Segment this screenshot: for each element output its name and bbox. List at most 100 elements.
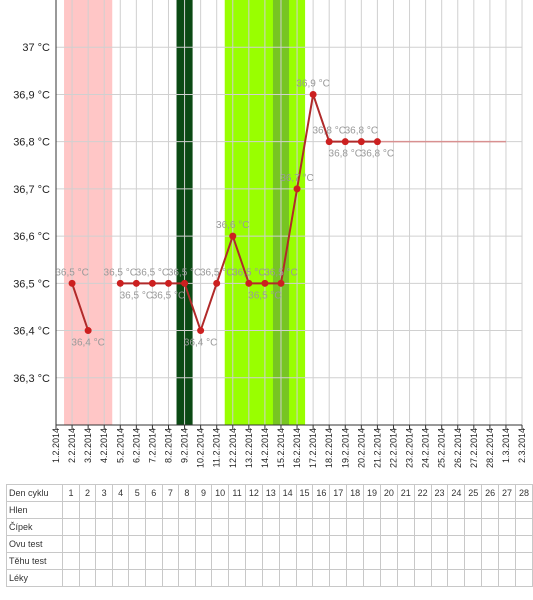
table-cell xyxy=(228,552,246,570)
data-label: 36,5 °C xyxy=(152,290,185,301)
table-cell xyxy=(228,501,246,519)
table-cell: 17 xyxy=(329,484,348,502)
table-cell xyxy=(447,569,466,587)
table-cell: 12 xyxy=(244,484,263,502)
table-cell xyxy=(396,552,415,570)
table-cell xyxy=(62,535,80,553)
table-cell xyxy=(312,535,331,553)
table-cell xyxy=(329,518,348,536)
data-label: 36,5 °C xyxy=(55,267,88,278)
table-row: Den cyklu 1 2 3 4 5 6 7 8 9 10 11 12 13 14 15 16 17 18 19 20… xyxy=(5,484,533,502)
table-cell: Těhu test xyxy=(5,552,64,570)
table-cell xyxy=(481,501,500,519)
table-row: Ovu test xyxy=(5,535,533,553)
table-cell xyxy=(161,535,180,553)
table-cell xyxy=(481,535,500,553)
table-row: Čípek xyxy=(5,518,533,536)
x-tick-label: 9.2.2014 xyxy=(180,428,190,463)
x-tick-label: 10.2.2014 xyxy=(196,428,206,468)
table-cell xyxy=(346,552,365,570)
table-cell xyxy=(498,518,516,536)
table-cell xyxy=(346,501,365,519)
table-cell xyxy=(346,518,365,536)
table-cell xyxy=(194,518,213,536)
x-tick-label: 11.2.2014 xyxy=(212,428,222,467)
data-label: 36,5 °C xyxy=(136,267,169,278)
x-tick-label: 22.2.2014 xyxy=(388,428,398,468)
table-cell xyxy=(346,535,365,553)
y-tick-label: 36,6 °C xyxy=(13,231,50,243)
table-cell xyxy=(145,501,163,519)
table-cell xyxy=(430,501,449,519)
table-cell xyxy=(379,501,398,519)
table-cell xyxy=(447,518,466,536)
data-point xyxy=(341,138,349,146)
y-tick-label: 36,9 °C xyxy=(13,89,50,101)
table-cell xyxy=(312,518,331,536)
table-cell xyxy=(244,501,263,519)
table-cell xyxy=(145,518,163,536)
data-label: 36,5 °C xyxy=(264,267,297,278)
x-tick-label: 14.2.2014 xyxy=(260,428,270,468)
x-tick-label: 2.3.2014 xyxy=(517,428,527,463)
x-tick-label: 17.2.2014 xyxy=(308,428,318,468)
table-cell xyxy=(447,535,466,553)
table-cell xyxy=(312,552,331,570)
data-point xyxy=(309,90,317,98)
table-cell xyxy=(211,569,230,587)
x-tick-label: 13.2.2014 xyxy=(244,428,254,468)
y-tick-label: 36,8 °C xyxy=(13,137,50,149)
table-cell xyxy=(95,518,113,536)
table-cell xyxy=(278,552,297,570)
table-cell xyxy=(413,501,432,519)
x-tick-label: 16.2.2014 xyxy=(292,428,302,468)
table-cell: Čípek xyxy=(5,518,64,536)
table-cell xyxy=(363,535,381,553)
table-cell: 4 xyxy=(111,484,130,502)
table-cell xyxy=(62,569,80,587)
data-point xyxy=(132,279,140,287)
table-cell xyxy=(128,569,146,587)
table-cell xyxy=(95,535,113,553)
data-label: 36,4 °C xyxy=(71,338,104,349)
table-cell xyxy=(244,569,263,587)
table-cell xyxy=(261,552,280,570)
table-cell xyxy=(498,535,516,553)
table-cell xyxy=(481,518,500,536)
table-cell xyxy=(95,569,113,587)
table-cell xyxy=(161,569,180,587)
table-cell: 16 xyxy=(312,484,331,502)
table-cell xyxy=(161,552,180,570)
x-tick-label: 1.2.2014 xyxy=(51,428,61,463)
table-cell xyxy=(312,569,331,587)
table-cell xyxy=(62,518,80,536)
table-cell xyxy=(514,518,533,536)
table-cell xyxy=(346,569,365,587)
table-cell xyxy=(464,535,483,553)
table-cell xyxy=(464,552,483,570)
table-cell xyxy=(145,535,163,553)
table-cell xyxy=(128,535,146,553)
x-tick-label: 28.2.2014 xyxy=(485,428,495,468)
table-cell xyxy=(178,501,196,519)
table-cell xyxy=(329,501,348,519)
data-label: 36,6 °C xyxy=(216,220,249,231)
table-cell xyxy=(244,552,263,570)
table-cell xyxy=(228,518,246,536)
data-label: 36,8 °C xyxy=(361,149,394,160)
table-cell xyxy=(78,518,97,536)
table-cell: 10 xyxy=(211,484,230,502)
table-cell xyxy=(178,518,196,536)
table-cell xyxy=(413,569,432,587)
table-cell: 2 xyxy=(78,484,97,502)
table-cell: 7 xyxy=(161,484,180,502)
table-cell xyxy=(464,518,483,536)
x-tick-label: 18.2.2014 xyxy=(324,428,334,468)
table-cell xyxy=(261,518,280,536)
table-cell xyxy=(447,552,466,570)
table-cell xyxy=(430,552,449,570)
data-label: 36,9 °C xyxy=(296,78,329,89)
table-cell xyxy=(396,569,415,587)
table-cell xyxy=(278,501,297,519)
data-point xyxy=(357,138,365,146)
